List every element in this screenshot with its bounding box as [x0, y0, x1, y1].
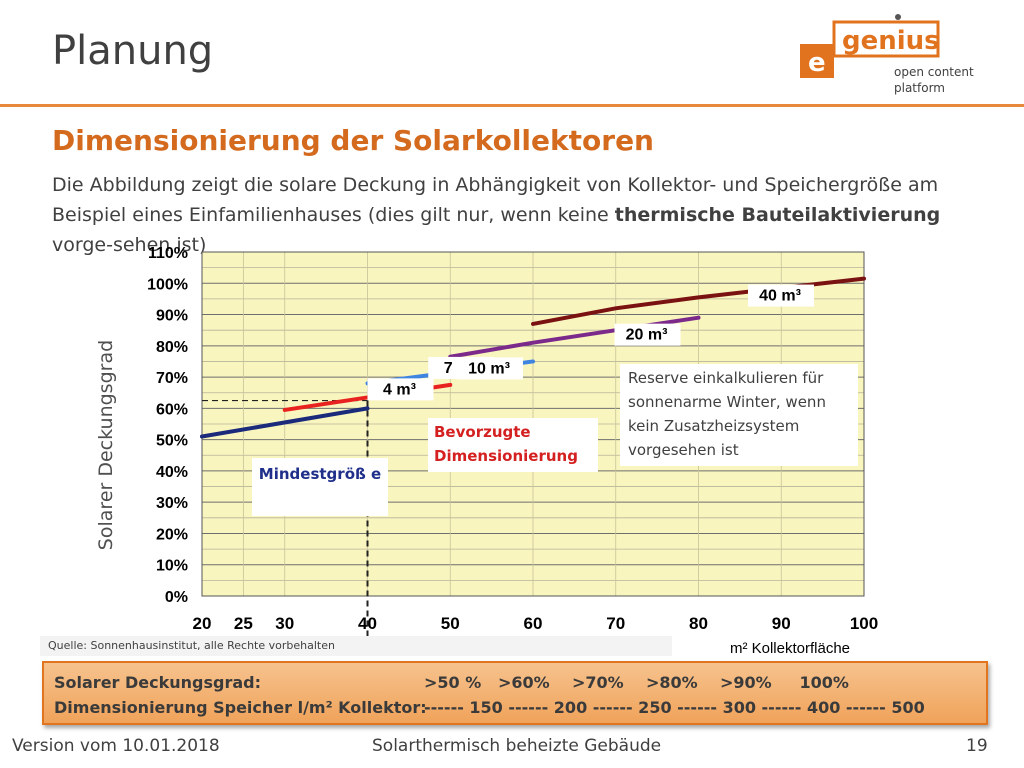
coverage-values: >50 % >60% >70% >80% >90% 100% [424, 673, 849, 692]
x-tick-label: 100 [850, 614, 878, 633]
y-tick-label: 110% [148, 245, 188, 262]
y-tick-label: 90% [156, 308, 188, 325]
logo-tagline-2: platform [894, 81, 945, 95]
series-label: 10 m³ [457, 357, 523, 380]
x-tick-label: 60 [524, 614, 543, 633]
x-tick-label: 50 [441, 614, 460, 633]
x-tick-labels: 20 25 30 40 50 60 70 80 90 100 [193, 614, 879, 633]
logo-tagline-1: open content [894, 65, 974, 79]
y-tick-label: 0% [165, 589, 188, 606]
summary-box: Solarer Deckungsgrad: >50 % >60% >70% >8… [42, 661, 988, 725]
intro-paragraph: Die Abbildung zeigt die solare Deckung i… [52, 170, 972, 260]
series-label: 4 m³ [367, 378, 434, 401]
x-tick-label: 20 [193, 614, 212, 633]
series-label-bg [367, 378, 434, 401]
series-label: 20 m³ [614, 323, 681, 346]
coverage-label: Solarer Deckungsgrad: [54, 673, 262, 692]
x-tick-label: 80 [689, 614, 708, 633]
egenius-logo: genius e open content platform [800, 14, 974, 95]
title-divider [0, 104, 1024, 107]
preferred-text: Bevorzugte Dimensionierung [434, 423, 578, 465]
plot-border [201, 251, 865, 597]
intro-emphasis: thermische Bauteilaktivierung [614, 204, 941, 226]
series-label-bg [457, 357, 523, 380]
y-tick-label: 20% [156, 526, 188, 543]
min-size-callout: Mindestgröß e [252, 458, 388, 516]
logo-word: genius [842, 26, 940, 56]
intro-text-1: Die Abbildung zeigt die solare Deckung i… [52, 174, 939, 226]
logo-letter: e [808, 48, 826, 78]
storage-values: ------ 150 ------ 200 ------ 250 ------ … [424, 698, 925, 717]
y-tick-label: 10% [156, 558, 188, 575]
y-tick-label: 80% [156, 339, 188, 356]
y-tick-label: 30% [156, 495, 188, 512]
y-tick-label: 50% [156, 433, 188, 450]
series-line [200, 406, 370, 439]
x-tick-label: 90 [772, 614, 791, 633]
page-title: Planung [52, 28, 214, 74]
y-tick-label: 100% [147, 276, 188, 293]
y-tick-label: 60% [156, 401, 188, 418]
series-label-text: 10 m³ [468, 360, 510, 377]
y-tick-labels: 0% 10% 20% 30% 40% 50% 60% 70% 80% 90% 100% 110% [147, 245, 188, 606]
x-tick-label: 25 [234, 614, 253, 633]
series-label-text: 20 m³ [626, 327, 668, 344]
x-tick-label: 30 [275, 614, 294, 633]
x-tick-label: 70 [606, 614, 625, 633]
series-label: 40 m³ [748, 284, 814, 307]
footer-version: Version vom 10.01.2018 [12, 736, 220, 756]
section-heading: Dimensionierung der Solarkollektoren [52, 124, 654, 157]
page-number: 19 [966, 736, 988, 756]
y-tick-label: 40% [156, 464, 188, 481]
y-axis-title: Solarer Deckungsgrad [95, 340, 117, 550]
source-note: Quelle: Sonnenhausinstitut, alle Rechte … [40, 636, 672, 656]
series-label-bg [614, 323, 681, 346]
x-axis-title: m² Kollektorfläche [730, 640, 850, 657]
y-tick-label: 70% [156, 370, 188, 387]
reserve-text: Reserve einkalkulieren für sonnenarme Wi… [628, 369, 826, 459]
preferred-callout: Bevorzugte Dimensionierung [428, 418, 598, 472]
series-label-bg [748, 284, 814, 307]
intro-text-2: vorge-sehen ist) [52, 234, 207, 256]
reserve-callout: Reserve einkalkulieren für sonnenarme Wi… [620, 364, 858, 466]
storage-label: Dimensionierung Speicher l/m² Kollektor: [54, 698, 427, 717]
reference-lines [202, 399, 369, 640]
min-size-text: Mindestgröß e [258, 465, 382, 483]
series-label-text: 40 m³ [759, 288, 801, 305]
footer-topic: Solarthermisch beheizte Gebäude [372, 736, 662, 756]
series-label-text: 4 m³ [383, 381, 416, 398]
